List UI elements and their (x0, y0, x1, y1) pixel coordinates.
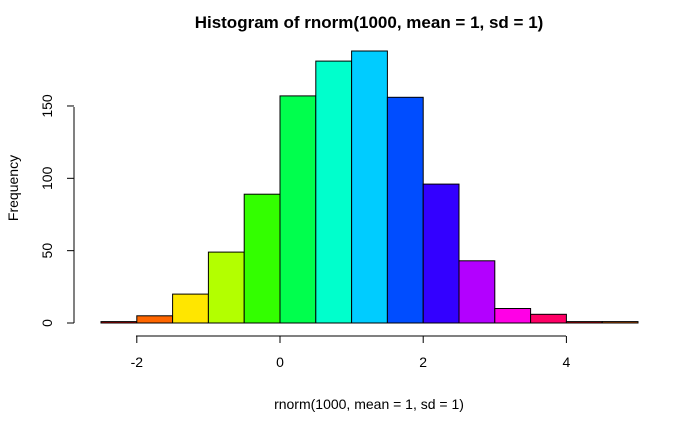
chart-title: Histogram of rnorm(1000, mean = 1, sd = … (195, 13, 544, 32)
histogram-bar (100, 321, 138, 324)
y-axis-label: Frequency (5, 155, 21, 221)
bars-group (100, 50, 639, 324)
x-tick-label: 2 (419, 354, 427, 370)
histogram-bar (530, 313, 567, 324)
histogram-bar (315, 60, 353, 324)
histogram-bar (601, 321, 639, 324)
histogram-bar (351, 50, 388, 324)
histogram-bar (565, 321, 603, 324)
x-axis-label: rnorm(1000, mean = 1, sd = 1) (274, 396, 464, 412)
histogram-bar (279, 95, 317, 324)
y-tick-label: 0 (39, 319, 55, 327)
histogram-bar (386, 96, 424, 324)
x-axis: -2 0 2 4 (131, 335, 571, 370)
y-tick-label: 150 (39, 94, 55, 118)
y-tick-label: 100 (39, 166, 55, 190)
histogram-bar (172, 293, 209, 324)
x-tick-label: -2 (131, 354, 144, 370)
histogram-bar (422, 183, 460, 324)
x-tick-label: 4 (563, 354, 571, 370)
histogram-bar (207, 251, 245, 324)
x-tick-label: 0 (276, 354, 284, 370)
histogram-bar (458, 260, 496, 324)
histogram-bar (243, 193, 281, 324)
histogram-bar (136, 315, 174, 324)
histogram-bar (494, 308, 532, 324)
y-tick-label: 50 (39, 243, 55, 259)
y-axis: 0 50 100 150 (39, 94, 75, 327)
